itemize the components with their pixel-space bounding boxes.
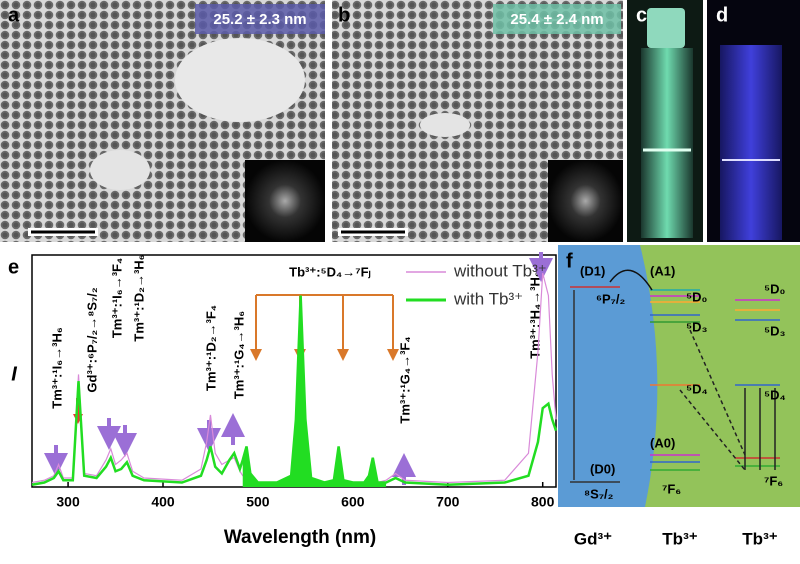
cap: [647, 8, 685, 48]
legend-label: with Tb³⁺: [453, 289, 523, 308]
x-tick-label: 500: [246, 494, 270, 510]
level-label: (A0): [650, 435, 675, 450]
panel-label: a: [8, 4, 20, 26]
panel-label: e: [8, 256, 19, 278]
level-label: (A1): [650, 263, 675, 278]
size-label: 25.2 ± 2.3 nm: [213, 11, 306, 28]
legend-label: without Tb³⁺: [453, 261, 547, 280]
x-tick-label: 400: [151, 494, 175, 510]
y-axis-label: I: [11, 363, 17, 385]
panel-label: f: [566, 250, 573, 272]
level-label: ⁵D₀: [764, 281, 785, 296]
x-tick-label: 300: [56, 494, 80, 510]
annotation: Tm³⁺:¹D₂→³H₆: [131, 254, 146, 341]
gd-region: [558, 245, 658, 507]
level-label: (D1): [580, 263, 605, 278]
level-label: (D0): [590, 461, 615, 476]
level-label: ⁵D₄: [686, 381, 708, 396]
bracket: [250, 294, 399, 361]
x-tick-label: 600: [341, 494, 365, 510]
panel-c: c: [627, 0, 703, 242]
annotation: Tm³⁺:¹G₄→³H₆: [231, 311, 246, 399]
area: [242, 295, 387, 487]
annotation: Tm³⁺:¹I₆→³F₄: [109, 258, 124, 338]
level-label: ⁶P₇/₂: [596, 291, 625, 306]
level-label: ⁸S₇/₂: [584, 486, 614, 501]
x-tick-label: 700: [436, 494, 460, 510]
ion-label: Gd³⁺: [574, 529, 612, 548]
x-axis-label: Wavelength (nm): [224, 527, 376, 548]
annotation: Gd³⁺:⁶P₇/₂→⁸S₇/₂: [84, 287, 99, 392]
panel-a: 25.2 ± 2.3 nm a: [0, 0, 325, 242]
annotation: Tm³⁺:¹I₆→³H₆: [49, 327, 64, 409]
transfer: [679, 389, 746, 471]
ion-label: Tb³⁺: [742, 529, 777, 548]
size-box: [493, 4, 621, 34]
x-tick-label: 800: [531, 494, 555, 510]
levels: [570, 269, 780, 483]
panel-d: d: [707, 0, 800, 242]
panel-label: c: [636, 4, 647, 26]
cuvette: [720, 45, 782, 240]
annotation: Tm³⁺:¹D₂→³F₄: [203, 305, 218, 391]
energy-diagram: f (D1) ⁶P₇/₂ (D0) ⁸S₇/₂ (A1) ⁵D₀ ⁵D₃ ⁵D₄…: [558, 245, 800, 548]
level-label: ⁵D₄: [764, 387, 786, 402]
series-line: [31, 295, 558, 486]
panel-label: b: [338, 4, 350, 26]
transfer: [609, 269, 653, 291]
ion-label: Tb³⁺: [662, 529, 697, 548]
level-label: ⁷F₆: [764, 473, 783, 488]
level-label: ⁵D₃: [686, 319, 708, 334]
panel-b: 25.4 ± 2.4 nm b: [332, 0, 623, 242]
fft-inset: [245, 160, 325, 242]
spectrum-panel: e I Wavelength (nm) Tm³⁺:¹I₆→³H₆ Gd³⁺:⁶P…: [8, 252, 558, 548]
panel-label: d: [716, 4, 728, 26]
void: [420, 113, 470, 137]
size-label: 25.4 ± 2.4 nm: [510, 11, 603, 28]
annotation: Tm³⁺:¹G₄→³F₄: [397, 336, 412, 423]
level-label: ⁵D₀: [686, 289, 707, 304]
void: [175, 38, 305, 122]
size-box: [195, 4, 325, 34]
transfer: [689, 329, 746, 456]
fft-inset: [548, 160, 623, 242]
level-label: ⁵D₃: [764, 323, 786, 338]
annotation: Tb³⁺:⁵D₄→⁷Fⱼ: [289, 264, 371, 279]
level-label: ⁷F₆: [662, 481, 681, 496]
void: [90, 150, 150, 190]
cuvette: [641, 48, 693, 238]
